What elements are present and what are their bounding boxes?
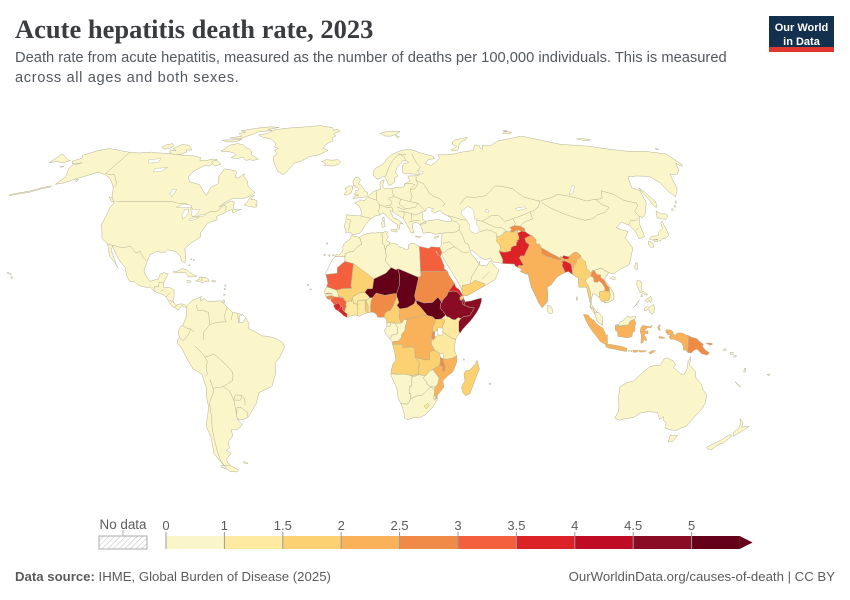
svg-text:4.5: 4.5 — [624, 518, 642, 533]
svg-text:0: 0 — [162, 518, 169, 533]
svg-text:4: 4 — [571, 518, 578, 533]
svg-text:3: 3 — [454, 518, 461, 533]
svg-text:5: 5 — [688, 518, 695, 533]
svg-text:2.5: 2.5 — [391, 518, 409, 533]
svg-text:3.5: 3.5 — [507, 518, 525, 533]
svg-text:1.5: 1.5 — [274, 518, 292, 533]
svg-text:2: 2 — [338, 518, 345, 533]
svg-text:1: 1 — [221, 518, 228, 533]
